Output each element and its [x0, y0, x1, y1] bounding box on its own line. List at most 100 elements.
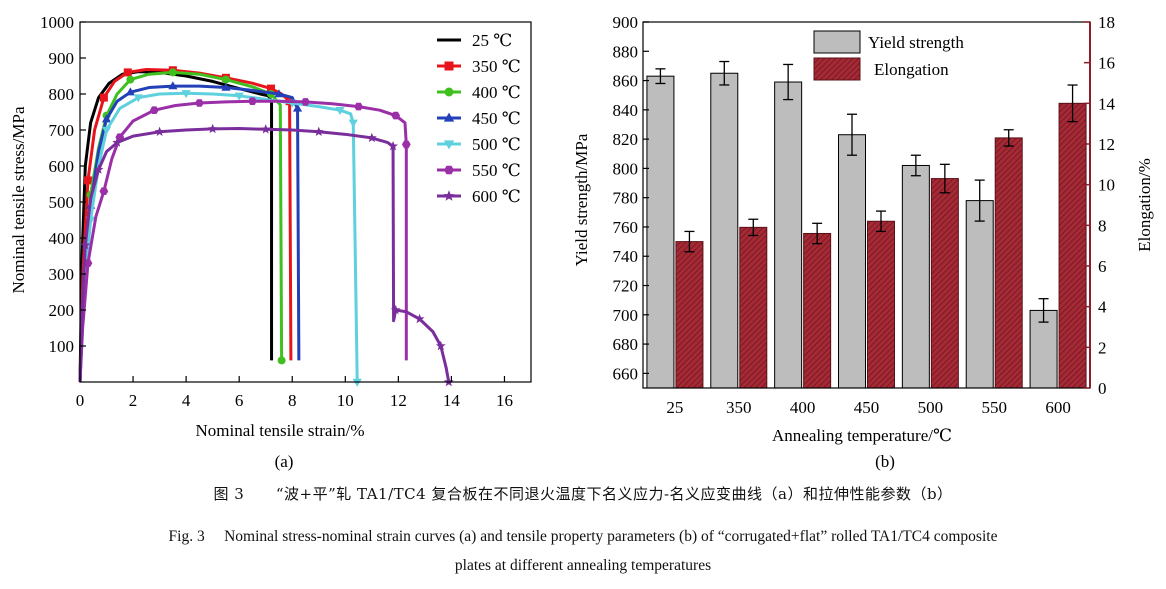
a-legend-marker — [444, 61, 454, 71]
b-y-axis-right-label: Elongation/% — [1135, 158, 1154, 251]
caption-en-text-line1: Nominal stress-nominal strain curves (a)… — [224, 528, 998, 545]
a-legend-label: 600 ℃ — [472, 187, 521, 206]
b-y-right-tick-label: 16 — [1098, 54, 1115, 73]
b-bar-yield-strength — [646, 75, 675, 389]
b-y-left-tick-label: 680 — [613, 335, 639, 354]
b-legend-swatch-yield — [813, 30, 861, 54]
b-y-left-tick-label: 880 — [613, 42, 639, 61]
a-series-3 — [78, 81, 303, 383]
b-x-axis-label: Annealing temperature/℃ — [772, 426, 952, 445]
b-bar-yield-strength — [710, 72, 739, 389]
a-data-point — [313, 126, 324, 137]
a-y-tick-label: 900 — [49, 49, 75, 68]
a-y-tick-label: 600 — [49, 157, 75, 176]
a-data-point — [435, 340, 446, 351]
a-data-point — [133, 94, 143, 103]
caption-cn-text: “波+平”轧 TA1/TC4 复合板在不同退火温度下名义应力-名义应变曲线（a）… — [275, 485, 953, 503]
a-data-point — [83, 176, 92, 185]
a-series-0 — [78, 70, 274, 383]
a-y-tick-label: 500 — [49, 193, 75, 212]
a-x-tick-label: 12 — [390, 391, 407, 410]
b-bar-elongation — [994, 137, 1023, 389]
b-bar-elongation — [930, 178, 959, 389]
a-y-tick-label: 800 — [49, 85, 75, 104]
a-ticks: 0 2 4 6 8 10 12 14 16 100 200 300 400 500 600 700 800 900… — [40, 13, 513, 410]
a-data-point — [123, 68, 132, 77]
caption-english-line1: Fig. 3 Nominal stress-nominal strain cur… — [0, 528, 1166, 546]
a-series-1 — [78, 66, 294, 383]
a-x-tick-label: 2 — [129, 391, 138, 410]
b-y-axis-left-label: Yield strength/MPa — [572, 133, 591, 266]
a-y-tick-label: 700 — [49, 121, 75, 140]
b-y-right-tick-label: 14 — [1098, 94, 1116, 113]
b-legend-label-elongation: Elongation — [874, 60, 949, 79]
b-y-right-tick-label: 10 — [1098, 176, 1115, 195]
a-x-tick-label: 4 — [182, 391, 191, 410]
a-series-line — [78, 99, 408, 383]
b-y-right-tick-label: 0 — [1098, 379, 1107, 398]
a-legend: 25 ℃ 350 ℃ 400 ℃ 450 ℃ 500 ℃ 550 ℃ 600 ℃ — [437, 31, 521, 206]
b-x-tick-label: 25 — [666, 398, 683, 417]
a-series-line — [78, 70, 284, 383]
a-data-point — [388, 141, 398, 151]
a-data-point — [348, 119, 358, 128]
a-data-point — [390, 304, 401, 315]
a-legend-marker — [443, 140, 455, 150]
b-y-left-tick-label: 800 — [613, 159, 639, 178]
b-legend-label-yield: Yield strength — [868, 33, 964, 52]
a-legend-marker — [444, 87, 454, 97]
a-data-point — [221, 82, 231, 91]
b-legend: Yield strength Elongation — [813, 30, 964, 81]
b-bar-yield-strength — [965, 200, 994, 389]
caption-en-text-line2: plates at different annealing temperatur… — [454, 557, 712, 574]
a-x-tick-label: 16 — [496, 391, 513, 410]
b-legend-swatch-elongation — [813, 57, 861, 81]
b-x-tick-label: 550 — [981, 398, 1007, 417]
b-y-left-tick-label: 860 — [613, 72, 639, 91]
b-bar-yield-strength — [838, 134, 866, 389]
b-bar-elongation — [803, 232, 832, 389]
a-data-point — [267, 84, 276, 93]
a-data-point — [277, 356, 286, 365]
a-data-point — [112, 137, 123, 147]
a-legend-label: 25 ℃ — [472, 31, 512, 50]
a-x-tick-label: 14 — [443, 391, 461, 410]
a-legend-label: 550 ℃ — [472, 161, 521, 180]
a-series-line — [78, 70, 274, 383]
a-x-axis-label: Nominal tensile strain/% — [195, 421, 364, 440]
a-legend-marker — [443, 190, 455, 201]
a-data-point — [414, 313, 425, 324]
a-data-point — [101, 114, 112, 123]
panel-a-stress-strain-chart: 0 2 4 6 8 10 12 14 16 100 200 300 400 500 600 700 800 900… — [9, 13, 532, 471]
a-data-point — [292, 103, 303, 112]
caption-english-line2: plates at different annealing temperatur… — [0, 557, 1166, 575]
a-x-tick-label: 10 — [337, 391, 354, 410]
a-data-point — [401, 140, 411, 149]
b-x-tick-label: 600 — [1045, 398, 1071, 417]
a-data-point — [248, 97, 257, 106]
b-x-tick-label: 350 — [726, 398, 752, 417]
panel-b-bar-chart: 660 680 700 720 740 760 780 800 820 840 860 880 900 0… — [572, 13, 1154, 471]
b-y-left-tick-label: 700 — [613, 306, 639, 325]
a-legend-label: 400 ℃ — [472, 83, 521, 102]
a-y-tick-label: 100 — [49, 337, 75, 356]
a-series-2 — [78, 68, 286, 383]
b-y-left-tick-label: 760 — [613, 218, 639, 237]
a-data-point — [99, 93, 108, 102]
b-bar-yield-strength — [1029, 309, 1058, 389]
a-data-point — [194, 99, 204, 107]
b-y-left-tick-label: 660 — [613, 364, 639, 383]
a-data-point — [260, 124, 271, 134]
a-legend-label: 500 ℃ — [472, 135, 521, 154]
a-data-point — [168, 68, 177, 77]
a-series-5 — [78, 97, 411, 383]
a-data-point — [207, 123, 218, 134]
a-series-6 — [78, 123, 454, 387]
b-ticks: 660 680 700 720 740 760 780 800 820 840 860 880 900 0… — [613, 13, 1116, 417]
b-y-right-tick-label: 12 — [1098, 135, 1115, 154]
b-y-left-tick-label: 740 — [613, 247, 639, 266]
b-bar-yield-strength — [774, 81, 803, 389]
a-data-point — [93, 164, 104, 174]
b-y-left-tick-label: 820 — [613, 130, 639, 149]
